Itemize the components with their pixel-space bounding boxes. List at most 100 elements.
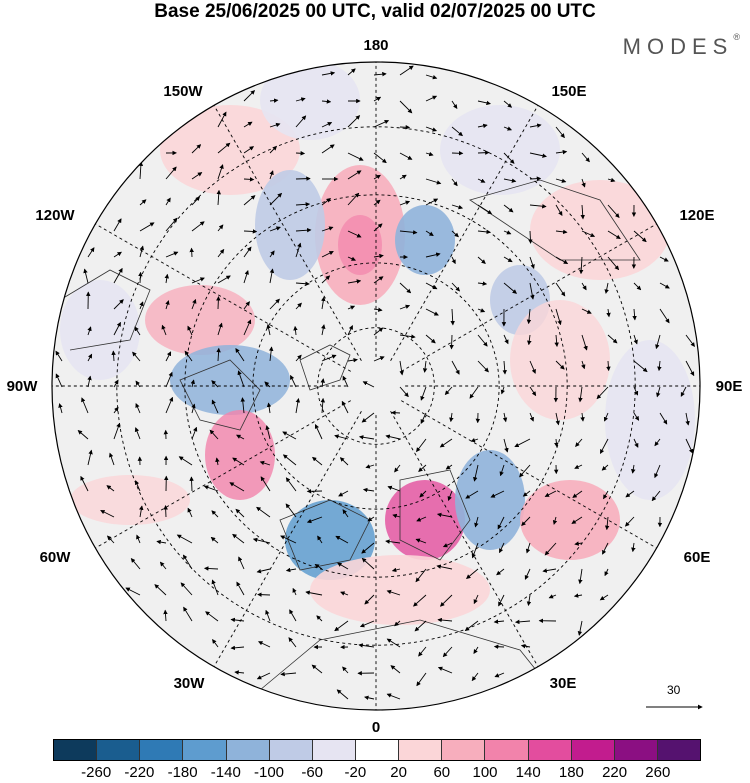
wind-arrow: [555, 149, 568, 155]
wind-arrow: [425, 198, 439, 206]
wind-arrow: [659, 256, 669, 262]
wind-arrow: [519, 464, 531, 478]
colorbar-tick-label: -220: [124, 764, 155, 781]
wind-arrow: [243, 269, 249, 284]
anomaly-region: [385, 480, 465, 560]
wind-arrow: [358, 435, 375, 440]
colorbar-segment: [183, 740, 227, 760]
wind-arrow: [387, 485, 401, 492]
wind-arrow: [607, 230, 621, 239]
wind-arrow: [321, 275, 331, 284]
wind-arrow: [269, 170, 274, 180]
wind-arrow: [451, 360, 460, 375]
wind-arrow: [477, 360, 489, 373]
wind-arrow: [282, 454, 297, 466]
wind-arrow: [135, 403, 141, 414]
wind-arrow: [260, 476, 271, 492]
wind-arrow: [165, 197, 171, 206]
colorbar-tick-label: -60: [301, 764, 324, 781]
wind-arrow: [596, 386, 609, 400]
wind-arrow: [203, 566, 219, 571]
wind-arrow: [230, 645, 245, 651]
wind-arrow: [418, 646, 427, 657]
latitude-circle: [317, 327, 435, 445]
wind-arrow: [469, 386, 479, 399]
coastline: [259, 619, 561, 701]
wind-arrow: [399, 334, 416, 339]
wind-arrow: [347, 152, 364, 161]
wind-arrow: [342, 375, 349, 388]
wind-arrow: [217, 111, 227, 128]
wind-arrow: [212, 638, 219, 648]
wind-arrow: [503, 178, 517, 183]
meridian-line: [401, 400, 657, 549]
wind-arrow: [473, 646, 479, 655]
wind-arrow: [572, 490, 583, 498]
wind-arrow: [473, 464, 479, 482]
wind-arrow: [205, 611, 219, 622]
wind-arrow: [295, 397, 301, 414]
wind-arrow: [447, 490, 453, 501]
wind-arrow: [342, 509, 349, 518]
anomaly-region: [510, 300, 610, 420]
wind-arrow: [394, 620, 401, 627]
wind-arrow: [425, 334, 436, 344]
wind-arrow: [555, 256, 569, 264]
wind-arrow: [599, 594, 609, 601]
wind-arrow: [361, 542, 375, 554]
wind-arrow: [236, 434, 245, 440]
wind-arrow: [544, 490, 557, 497]
colorbar-ticks: -260 -220 -180 -140 -100 -60 -20 20 60 100 140 180 2…: [0, 763, 750, 783]
wind-arrow: [109, 452, 115, 466]
wind-arrow: [529, 386, 537, 397]
wind-arrow: [571, 516, 583, 524]
wind-arrow: [156, 539, 167, 545]
wind-arrow: [657, 360, 662, 372]
wind-arrow: [425, 282, 438, 290]
wind-arrow: [603, 490, 609, 500]
wind-arrow: [161, 324, 167, 336]
wind-arrow: [138, 271, 143, 284]
wind-arrow: [680, 386, 687, 397]
wind-arrow: [373, 152, 387, 164]
wind-arrow: [685, 412, 690, 426]
wind-arrow: [130, 558, 141, 570]
wind-arrow: [280, 671, 297, 677]
wind-arrow: [604, 568, 609, 577]
wind-arrow: [83, 268, 89, 284]
wind-arrow: [55, 373, 63, 388]
wind-arrow: [574, 541, 583, 546]
wind-arrow: [269, 268, 275, 284]
wind-arrow: [295, 202, 311, 207]
wind-arrow: [340, 591, 349, 596]
wind-arrow: [520, 643, 531, 649]
wind-arrow: [477, 334, 488, 347]
wind-arrow: [55, 350, 63, 362]
wind-arrow: [373, 174, 381, 180]
wind-arrow: [386, 693, 401, 700]
wind-arrow: [529, 360, 536, 374]
wind-arrow: [542, 568, 557, 573]
wind-arrow: [473, 594, 479, 605]
wind-arrow: [165, 351, 172, 362]
wind-arrow: [134, 326, 141, 336]
meridian-line: [390, 411, 539, 667]
wind-arrow: [125, 587, 141, 596]
wind-arrow: [529, 282, 535, 300]
wind-arrow: [386, 589, 401, 596]
wind-arrow: [474, 516, 479, 528]
wind-arrow: [316, 615, 323, 622]
wind-arrow: [529, 152, 547, 158]
wind-arrow: [521, 516, 531, 527]
wind-arrow: [362, 487, 375, 493]
anomaly-region: [338, 215, 382, 275]
wind-arrow: [87, 326, 92, 336]
brand-mark: ®: [733, 32, 740, 42]
wind-arrow: [436, 512, 453, 518]
wind-arrow: [439, 594, 453, 607]
wind-arrow: [217, 248, 225, 258]
wind-arrow: [211, 399, 219, 414]
wind-arrow: [321, 144, 335, 154]
meridian-line: [213, 105, 362, 361]
wind-arrow: [451, 256, 456, 265]
